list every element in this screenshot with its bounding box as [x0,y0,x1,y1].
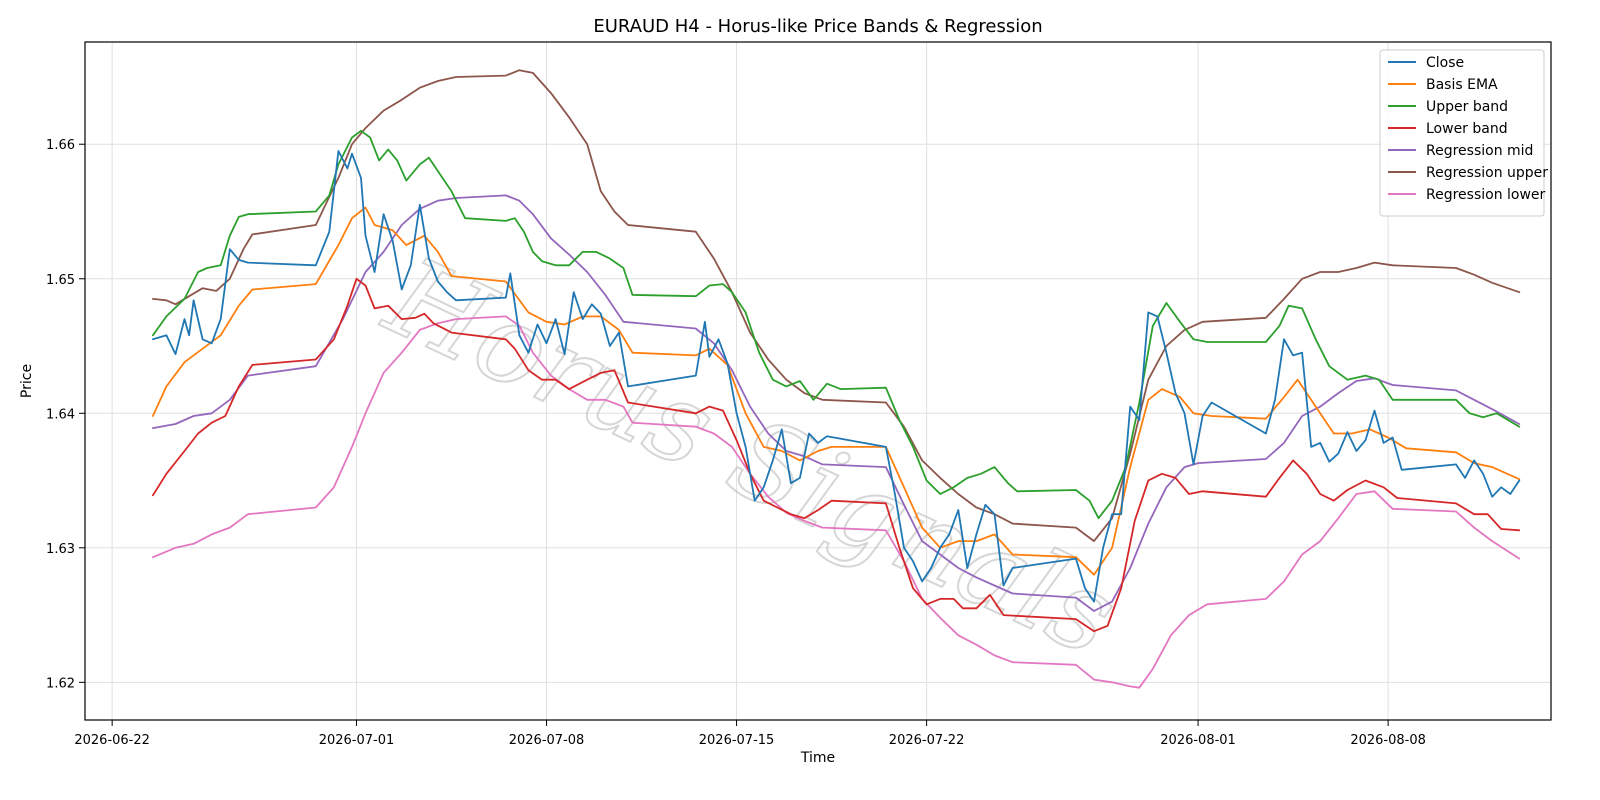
x-tick-label: 2026-07-01 [319,733,395,748]
series-line-close [152,150,1521,603]
y-tick-label: 1.65 [46,273,75,288]
legend-label-regression-lower: Regression lower [1426,187,1546,203]
series-line-basis-ema [152,206,1521,576]
legend-label-close: Close [1426,55,1464,71]
legend-box [1379,49,1545,217]
plot-frame [84,41,1552,721]
series-lines [152,69,1521,689]
x-tick-label: 2026-07-08 [509,733,585,748]
x-tick-label: 2026-07-22 [889,733,965,748]
series-line-regression-upper [152,69,1521,542]
x-tick-label: 2026-08-08 [1350,733,1426,748]
y-tick-label: 1.63 [46,542,75,557]
x-tick-label: 2026-07-15 [699,733,775,748]
legend-label-regression-mid: Regression mid [1426,143,1533,159]
y-tick-label: 1.62 [46,676,75,691]
y-axis-label: Price [19,364,35,398]
x-axis-label: Time [800,750,835,766]
x-tick-label: 2026-08-01 [1160,733,1236,748]
y-tick-label: 1.66 [46,138,75,153]
legend-label-regression-upper: Regression upper [1426,165,1548,181]
y-tick-label: 1.64 [46,407,75,422]
legend: Close Basis EMA Upper band Lower band Regres… [1379,49,1548,217]
legend-label-basis-ema: Basis EMA [1426,77,1498,93]
legend-label-upper-band: Upper band [1426,99,1508,115]
chart-title: EURAUD H4 - Horus-like Price Bands & Reg… [593,16,1042,37]
x-tick-label: 2026-06-22 [74,733,150,748]
axis-ticks: 2026-06-22 2026-07-01 2026-07-08 2026-07-15… [46,138,1426,748]
series-line-regression-lower [152,315,1521,689]
series-line-upper-band [152,129,1521,520]
series-line-lower-band [152,277,1521,633]
legend-label-lower-band: Lower band [1426,121,1508,137]
